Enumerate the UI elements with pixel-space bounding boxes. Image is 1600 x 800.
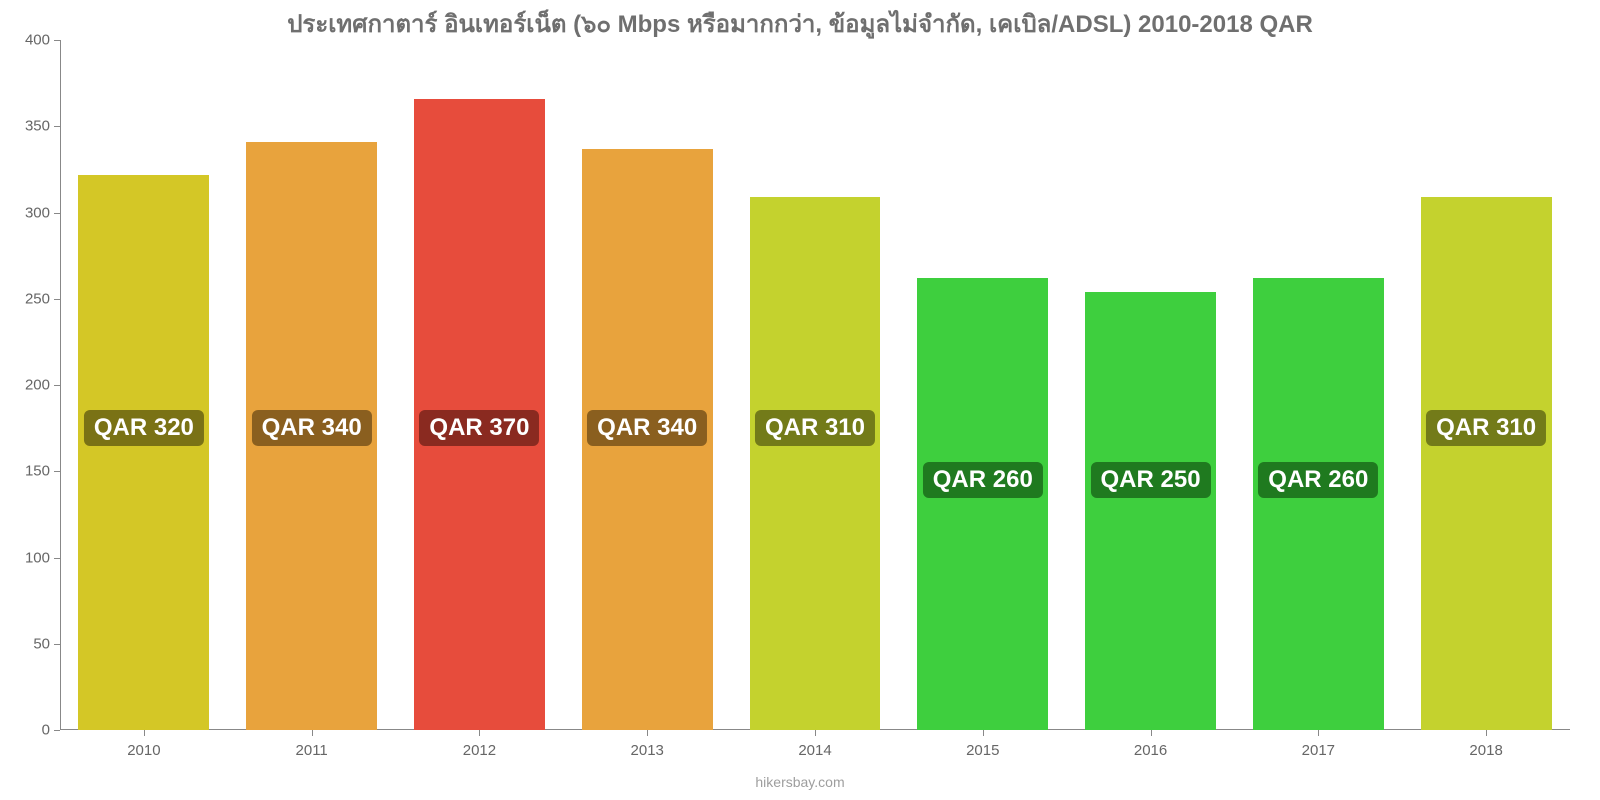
bar-value-badge: QAR 250 [1091, 462, 1211, 498]
x-tick-mark [144, 730, 145, 736]
bar-value-badge: QAR 370 [419, 410, 539, 446]
x-tick-mark [647, 730, 648, 736]
y-tick-mark [54, 558, 60, 559]
x-tick-mark [312, 730, 313, 736]
bar: QAR 320 [78, 175, 209, 730]
bar-value-badge: QAR 260 [923, 462, 1043, 498]
bar: QAR 340 [246, 142, 377, 730]
bar: QAR 310 [1421, 197, 1552, 730]
bar: QAR 260 [1253, 278, 1384, 730]
chart-footer: hikersbay.com [0, 774, 1600, 790]
bar-value-badge: QAR 310 [755, 410, 875, 446]
y-tick-mark [54, 385, 60, 386]
x-tick-mark [1486, 730, 1487, 736]
y-tick-mark [54, 126, 60, 127]
bar: QAR 340 [582, 149, 713, 730]
bar-value-badge: QAR 340 [587, 410, 707, 446]
y-tick-mark [54, 471, 60, 472]
y-tick-mark [54, 299, 60, 300]
chart-container: ประเทศกาตาร์ อินเทอร์เน็ต (๖๐ Mbps หรือม… [0, 0, 1600, 800]
plot-area: QAR 320 QAR 340 QAR 370 QAR 340 QAR 310 QAR 2… [60, 40, 1570, 730]
bar-value-badge: QAR 310 [1426, 410, 1546, 446]
bar: QAR 370 [414, 99, 545, 730]
x-tick-mark [983, 730, 984, 736]
bar-value-badge: QAR 260 [1258, 462, 1378, 498]
bar: QAR 250 [1085, 292, 1216, 730]
bar-value-badge: QAR 340 [252, 410, 372, 446]
bar: QAR 310 [750, 197, 881, 730]
x-tick-mark [815, 730, 816, 736]
bar: QAR 260 [917, 278, 1048, 730]
x-tick-mark [1151, 730, 1152, 736]
y-tick-mark [54, 644, 60, 645]
y-tick-mark [54, 40, 60, 41]
bars-layer: QAR 320 QAR 340 QAR 370 QAR 340 QAR 310 QAR 2… [60, 40, 1570, 730]
x-tick-mark [1318, 730, 1319, 736]
y-tick-mark [54, 730, 60, 731]
x-tick-mark [479, 730, 480, 736]
chart-title: ประเทศกาตาร์ อินเทอร์เน็ต (๖๐ Mbps หรือม… [0, 4, 1600, 43]
y-tick-mark [54, 213, 60, 214]
bar-value-badge: QAR 320 [84, 410, 204, 446]
